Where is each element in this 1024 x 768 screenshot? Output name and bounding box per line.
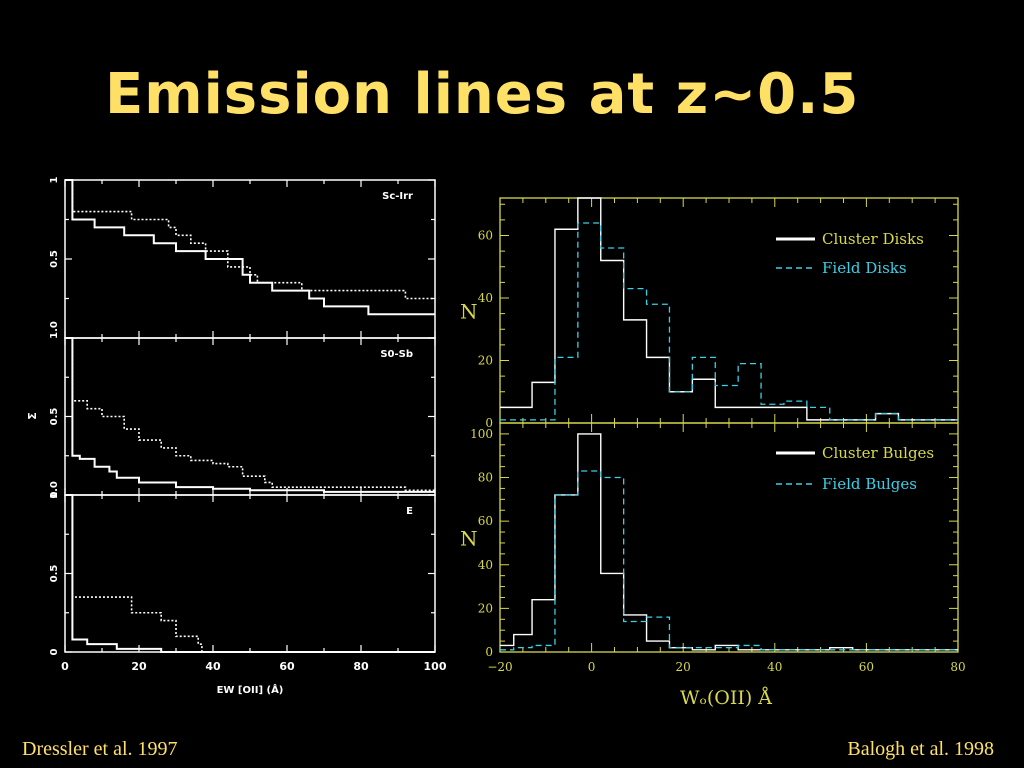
right-y-tick-label: 0 xyxy=(485,645,493,659)
left-series-solid xyxy=(65,494,435,653)
right-series-cluster xyxy=(500,433,958,651)
right-y-tick-label: 100 xyxy=(470,427,493,441)
right-y-tick-label: 0 xyxy=(485,416,493,430)
left-panel-label: E xyxy=(406,506,413,517)
left-y-tick-label: 0 xyxy=(49,491,60,498)
left-panel-label: S0-Sb xyxy=(380,349,413,360)
right-x-tick-label: 40 xyxy=(767,660,782,674)
credit-right: Balogh et al. 1998 xyxy=(847,738,994,760)
left-x-tick-label: 60 xyxy=(279,660,295,673)
right-x-tick-label: −20 xyxy=(487,660,512,674)
left-y-edge-label: 1.0 xyxy=(49,481,60,499)
left-y-tick-label: 0.5 xyxy=(49,565,60,583)
left-x-tick-label: 0 xyxy=(61,660,69,673)
right-series-field xyxy=(500,470,958,651)
right-y-axis-label: N xyxy=(460,527,478,551)
legend-label: Field Bulges xyxy=(822,475,917,493)
left-y-edge-label: 1.0 xyxy=(49,321,60,339)
left-series-dotted xyxy=(65,494,203,652)
right-y-tick-label: 80 xyxy=(478,471,493,485)
left-y-tick-label: 0.5 xyxy=(49,250,60,268)
right-y-tick-label: 60 xyxy=(478,229,493,243)
right-y-axis-label: N xyxy=(460,300,478,324)
right-y-tick-label: 60 xyxy=(478,514,493,528)
left-x-tick-label: 100 xyxy=(424,660,447,673)
right-y-tick-label: 20 xyxy=(478,354,493,368)
left-y-tick-label: 1 xyxy=(49,176,60,183)
left-y-axis-label: Σ xyxy=(26,412,39,420)
legend-label: Field Disks xyxy=(822,259,907,277)
slide-title: Emission lines at z~0.5 xyxy=(105,62,860,127)
right-x-tick-label: 80 xyxy=(950,660,965,674)
legend-label: Cluster Bulges xyxy=(822,444,934,462)
right-x-tick-label: 0 xyxy=(588,660,596,674)
left-panel-label: Sc-Irr xyxy=(382,191,413,202)
right-x-tick-label: 20 xyxy=(676,660,691,674)
right-y-tick-label: 20 xyxy=(478,601,493,615)
left-y-tick-label: 0.5 xyxy=(49,408,60,426)
right-x-axis-label: Wₒ(OII) Å xyxy=(680,687,772,709)
left-panel-frame xyxy=(64,494,436,653)
left-x-tick-label: 20 xyxy=(131,660,147,673)
left-x-axis-label: EW [OII] (Å) xyxy=(217,683,284,696)
left-x-tick-label: 40 xyxy=(205,660,221,673)
legend-label: Cluster Disks xyxy=(822,230,924,248)
credit-left: Dressler et al. 1997 xyxy=(22,738,178,760)
left-y-tick-label: 0 xyxy=(49,648,60,655)
left-series-dotted xyxy=(65,337,435,492)
left-series-solid xyxy=(65,179,435,316)
right-y-tick-label: 40 xyxy=(478,558,493,572)
right-series-field xyxy=(500,222,958,421)
right-y-tick-label: 40 xyxy=(478,291,493,305)
left-x-tick-label: 80 xyxy=(353,660,369,673)
left-series-solid xyxy=(65,337,435,493)
right-x-tick-label: 60 xyxy=(859,660,874,674)
